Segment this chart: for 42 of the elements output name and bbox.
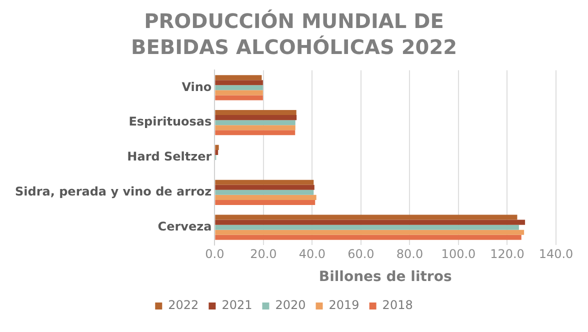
- legend-label: 2021: [222, 298, 252, 312]
- bar: [215, 144, 219, 150]
- legend-label: 2022: [168, 298, 199, 312]
- x-tick-label: 120.0: [490, 247, 524, 262]
- bar: [215, 85, 263, 90]
- bar: [215, 200, 316, 205]
- x-tick-label: 0.0: [205, 247, 224, 262]
- bar: [215, 214, 518, 220]
- bar: [215, 125, 296, 130]
- y-tick-label: Sidra, perada y vino de arroz: [14, 184, 212, 199]
- y-tick-label: Vino: [182, 80, 212, 94]
- bar: [215, 120, 296, 126]
- bar: [215, 184, 314, 190]
- legend-label: 2020: [275, 298, 306, 312]
- legend-label: 2018: [382, 298, 413, 312]
- bar: [215, 95, 263, 100]
- bar: [215, 224, 519, 230]
- x-tick-label: 60.0: [348, 247, 374, 262]
- bar: [215, 230, 524, 235]
- bar: [215, 180, 314, 185]
- bar: [215, 234, 522, 240]
- y-tick-label: Hard Seltzer: [127, 150, 212, 164]
- bar: [215, 80, 263, 86]
- x-tick-label: 80.0: [396, 247, 424, 262]
- chart-title: PRODUCCIÓN MUNDIAL DE BEBIDAS ALCOHÓLICAS 2022: [130, 8, 458, 60]
- x-tick-label: 40.0: [298, 247, 326, 262]
- y-tick-label: Espirituosas: [128, 114, 212, 129]
- x-tick-label: 20.0: [250, 247, 277, 262]
- x-axis-title: Billones de litros: [318, 269, 452, 286]
- bar: [215, 90, 263, 96]
- bar: [215, 190, 314, 195]
- legend-label: 2019: [328, 298, 360, 312]
- bar: [215, 75, 262, 80]
- x-tick-label: 140.0: [538, 247, 574, 262]
- bar: [215, 110, 296, 116]
- y-tick-label: Cerveza: [158, 219, 212, 234]
- bar: [215, 130, 296, 136]
- bar: [215, 150, 218, 155]
- x-tick-label: 100.0: [441, 247, 476, 262]
- bar: [215, 194, 316, 200]
- bar: [215, 115, 297, 120]
- bar: [215, 220, 526, 225]
